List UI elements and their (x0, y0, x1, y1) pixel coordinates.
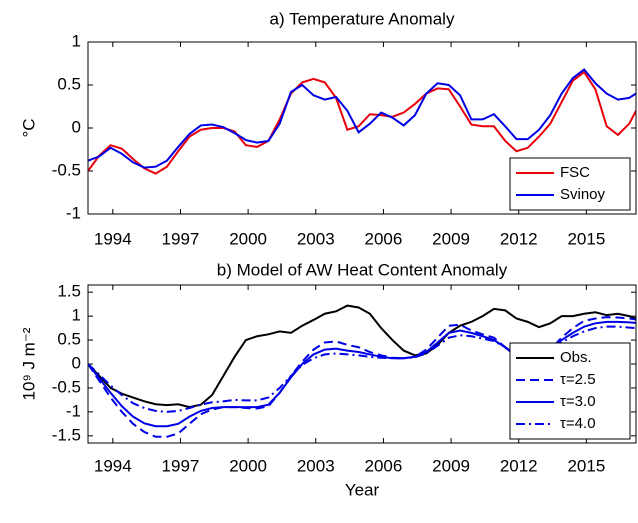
y-axis-label: 10⁹ J m⁻² (19, 327, 38, 400)
legend-label: τ=2.5 (560, 371, 596, 388)
x-tick-label: 1994 (94, 456, 132, 475)
x-tick-label: 1994 (94, 229, 132, 248)
series-line (88, 68, 636, 169)
plot-frame (87, 284, 637, 444)
legend-label: τ=3.0 (560, 393, 596, 410)
x-tick-label: 2015 (567, 456, 605, 475)
y-tick-label: 0 (72, 117, 81, 136)
x-tick-label: 2012 (500, 456, 538, 475)
legend-label: Svinoy (560, 186, 606, 203)
x-tick-label: 1997 (162, 229, 200, 248)
legend: FSC Svinoy (509, 157, 631, 211)
chart-title: a) Temperature Anomaly (270, 9, 455, 28)
x-tick-label: 2009 (432, 229, 470, 248)
x-axis-label: Year (345, 480, 380, 499)
x-tick-label: 2000 (229, 229, 267, 248)
y-tick-label: -1 (66, 401, 81, 420)
series-line (88, 325, 636, 413)
x-tick-label: 2003 (297, 456, 335, 475)
y-tick-label: -1 (66, 203, 81, 222)
y-tick-label: 1.5 (57, 282, 81, 301)
x-tick-label: 1997 (162, 456, 200, 475)
y-tick-label: 0.5 (57, 74, 81, 93)
x-tick-label: 2006 (365, 456, 403, 475)
legend-label: FSC (560, 164, 590, 181)
legend: Obs. τ=2.5 τ=3.0 τ=4.0 (509, 342, 631, 440)
plot-frame (87, 41, 637, 215)
y-tick-label: -1.5 (52, 425, 81, 444)
x-tick-label: 2000 (229, 456, 267, 475)
x-tick-label: 2003 (297, 229, 335, 248)
y-tick-label: 1 (72, 306, 81, 325)
series-line (88, 304, 636, 409)
x-tick-label: 2015 (567, 229, 605, 248)
y-tick-label: -0.5 (52, 377, 81, 396)
panel: b) Model of AW Heat Content Anomaly 10⁹ J… (19, 260, 637, 499)
y-tick-label: 1 (72, 31, 81, 50)
y-tick-label: 0.5 (57, 330, 81, 349)
chart-title: b) Model of AW Heat Content Anomaly (217, 260, 508, 279)
y-tick-label: 0 (72, 353, 81, 372)
x-tick-label: 2009 (432, 456, 470, 475)
x-tick-label: 2012 (500, 229, 538, 248)
panel: a) Temperature Anomaly °C -1 -0.5 0 0.5 1 1994 1… (19, 9, 637, 248)
series-line (88, 70, 636, 175)
y-axis-label: °C (19, 118, 38, 137)
x-tick-label: 2006 (365, 229, 403, 248)
legend-label: Obs. (560, 349, 592, 366)
y-tick-label: -0.5 (52, 160, 81, 179)
legend-label: τ=4.0 (560, 415, 596, 432)
legend-box (509, 157, 631, 211)
